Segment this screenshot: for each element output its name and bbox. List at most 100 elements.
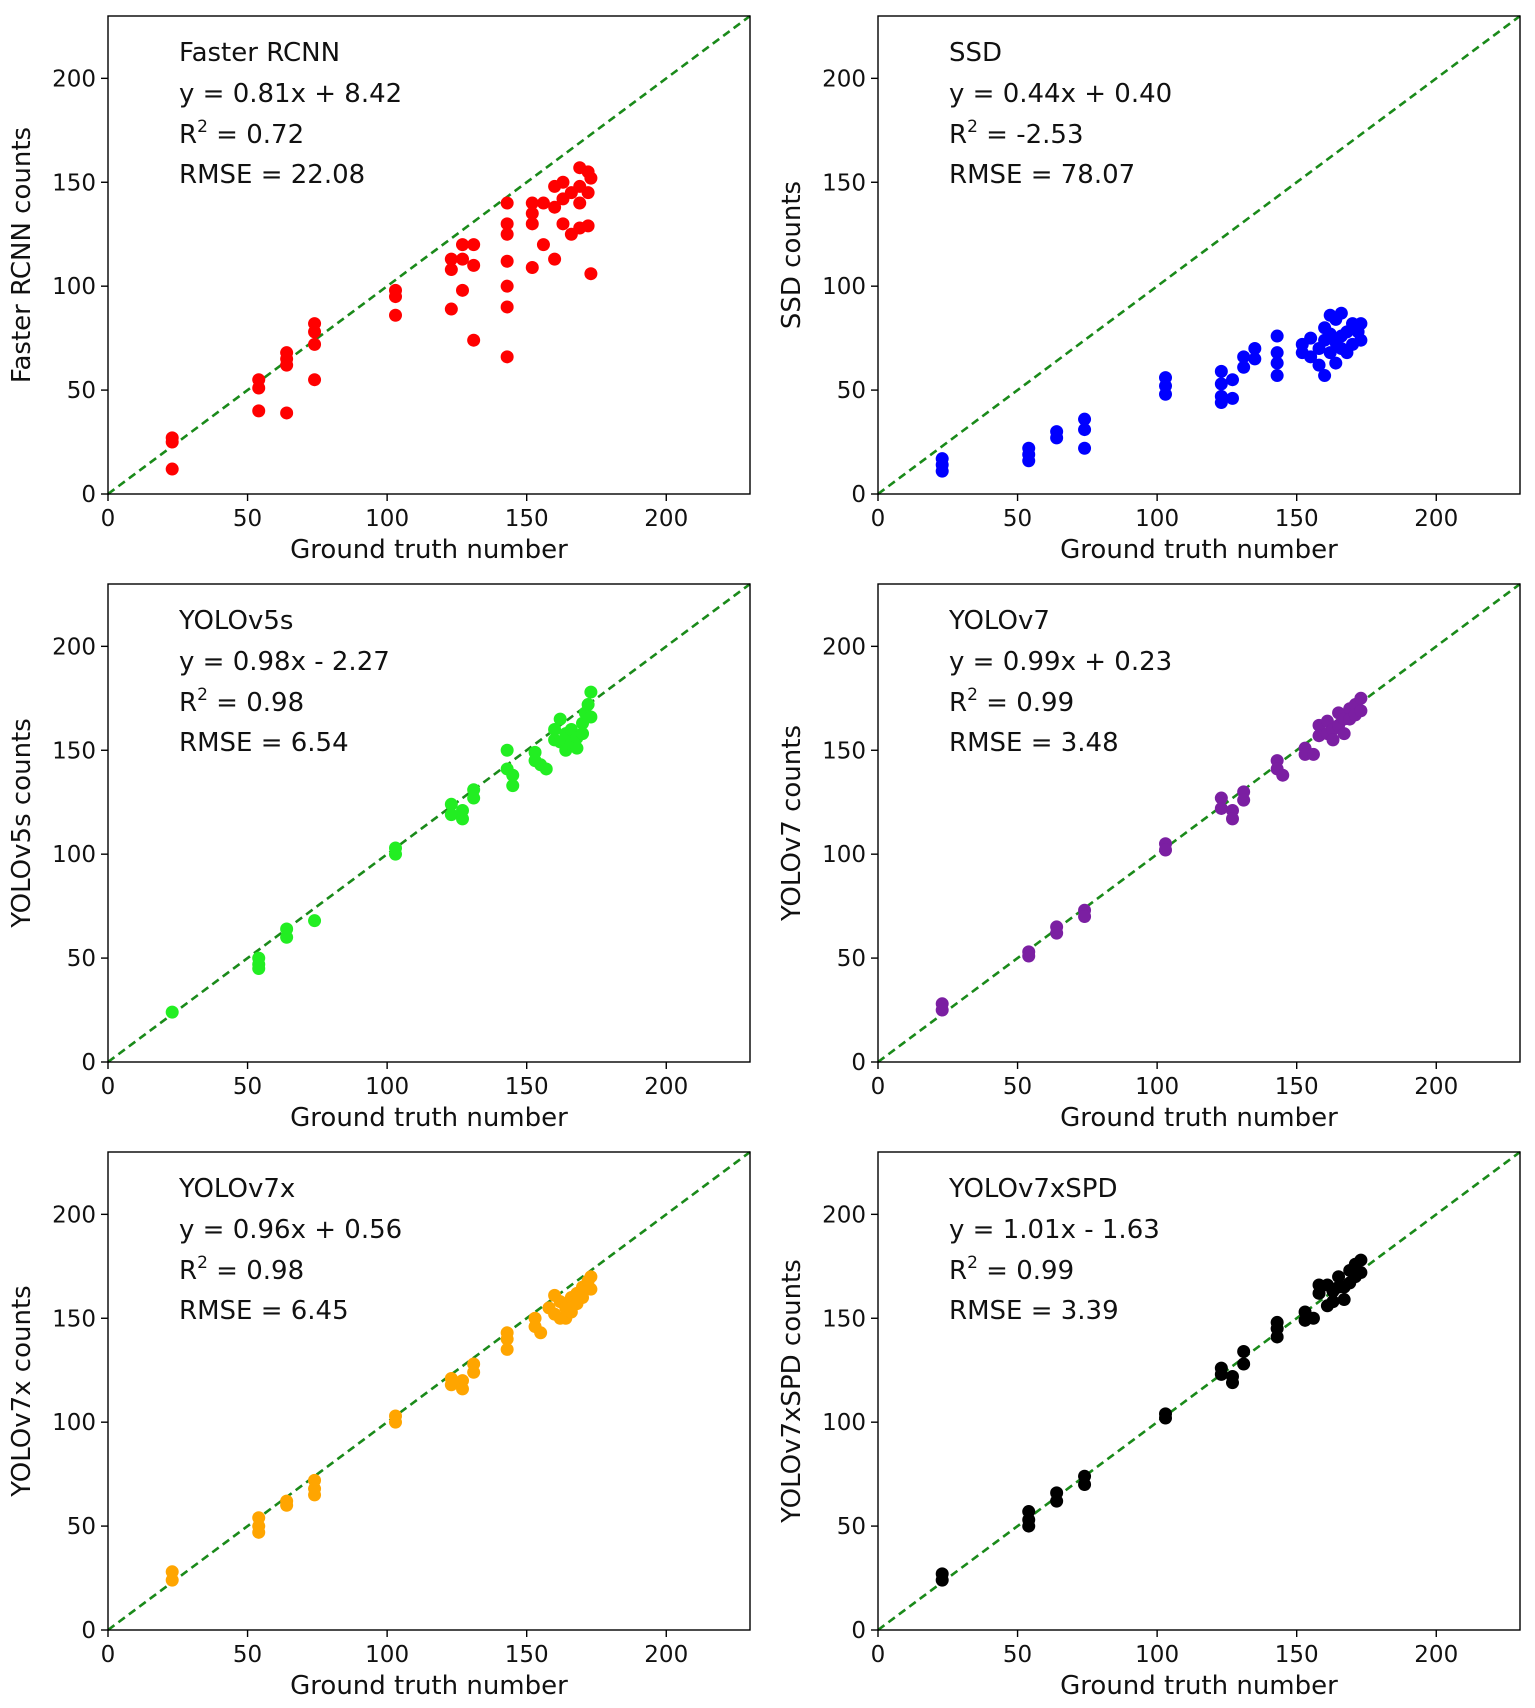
panel-2-axes-frame [877, 15, 1521, 495]
panel-1-ytick-label-4: 150 [52, 170, 96, 196]
panel-5-r2: R2 = 0.98 [179, 1253, 304, 1286]
panel-4-ytick-label-1: 0 [851, 1050, 866, 1076]
panel-2-point-20 [1225, 391, 1239, 405]
panel-1: 0 50 100 150 200 0 50 100 150 200 Ground truth num… [7, 14, 751, 565]
panel-2-point-53 [1354, 333, 1368, 347]
panel-1-ytick-label-2: 50 [67, 378, 96, 404]
panel-5-xtick-label-3: 100 [365, 1642, 409, 1668]
panel-3-point-15 [467, 791, 481, 805]
panel-3-xtick-label-4: 150 [505, 1074, 549, 1100]
panel-1-point-37 [525, 260, 539, 274]
panel-1-point-18 [444, 252, 458, 266]
panel-1-point-14 [308, 373, 322, 387]
panel-5-title: YOLOv7x [178, 1174, 295, 1204]
panel-1-point-10 [280, 406, 294, 420]
panel-3-point-1 [165, 1005, 179, 1019]
panel-2-point-52 [1354, 317, 1368, 331]
panel-5-xlabel: Ground truth number [290, 1671, 568, 1701]
panel-2-r2-superscript: 2 [967, 117, 978, 137]
panel-4-ytick-label-5: 200 [822, 634, 866, 660]
panel-5-xtick-label-4: 150 [505, 1642, 549, 1668]
panel-2-point-23 [1248, 342, 1262, 356]
panel-4-xtick-label-5: 200 [1414, 1074, 1458, 1100]
panel-4-point-8 [1078, 910, 1092, 924]
panel-5-r2-superscript: 2 [197, 1253, 208, 1273]
panel-2-ytick-label-3: 100 [822, 274, 866, 300]
panel-1-point-20 [444, 302, 458, 316]
panel-5-point-7 [280, 1498, 294, 1512]
panel-3-title: YOLOv5s [178, 606, 293, 636]
panel-4-ytick-label-2: 50 [837, 946, 866, 972]
panel-4-ylabel: YOLOv7 counts [777, 725, 807, 922]
panel-5-ytick-label-3: 100 [52, 1410, 96, 1436]
panel-3-point-19 [506, 779, 520, 793]
panel-2-rmse: RMSE = 78.07 [949, 160, 1135, 190]
panel-5-xtick-label-2: 50 [233, 1642, 262, 1668]
panel-5-point-5 [252, 1525, 266, 1539]
panel-5-point-39 [584, 1270, 598, 1284]
panel-3-point-10 [444, 797, 458, 811]
panel-2-r2-value: = -2.53 [978, 120, 1084, 150]
panel-6-point-7 [1050, 1494, 1064, 1508]
panel-2-ytick-label-4: 150 [822, 170, 866, 196]
panel-6-ylabel: YOLOv7xSPD counts [777, 1259, 807, 1524]
panel-6-r2: R2 = 0.99 [949, 1253, 1074, 1286]
panel-6-axes-frame [877, 1151, 1521, 1631]
panel-3-xtick-label-5: 200 [644, 1074, 688, 1100]
panel-4-point-32 [1337, 727, 1351, 741]
panel-4-point-6 [1050, 926, 1064, 940]
panel-4-point-12 [1214, 801, 1228, 815]
panel-3-xlabel: Ground truth number [290, 1103, 568, 1133]
panel-1-xtick-label-3: 100 [365, 506, 409, 532]
panel-2-point-28 [1270, 369, 1284, 383]
panel-2-ytick-label-2: 50 [837, 378, 866, 404]
panel-6-point-17 [1237, 1357, 1251, 1371]
panel-6-point-30 [1332, 1270, 1346, 1284]
panel-1-ytick-label-1: 0 [81, 482, 96, 508]
panel-3-point-18 [506, 768, 520, 782]
panel-6-ytick-label-1: 0 [851, 1618, 866, 1644]
panel-6-point-5 [1022, 1519, 1036, 1533]
panel-1-point-41 [548, 200, 562, 214]
panel-2-point-18 [1214, 396, 1228, 410]
panel-3-point-23 [539, 762, 553, 776]
panel-5-point-14 [444, 1378, 458, 1392]
panel-5-ytick-label-1: 0 [81, 1618, 96, 1644]
panel-4-equation: y = 0.99x + 0.23 [949, 647, 1172, 677]
panel-5: 0 50 100 150 200 0 50 100 150 200 Ground truth num… [7, 1150, 751, 1701]
panel-2-point-27 [1270, 356, 1284, 370]
panel-1-point-9 [280, 358, 294, 372]
panel-4-point-22 [1306, 747, 1320, 761]
panel-3-point-7 [308, 914, 322, 928]
panel-1-point-13 [308, 337, 322, 351]
panel-1-ytick-label-5: 200 [52, 66, 96, 92]
panel-6-r2-value: = 0.99 [978, 1256, 1074, 1286]
panel-2-point-14 [1159, 387, 1173, 401]
panel-3-point-6 [280, 930, 294, 944]
panel-2-point-8 [1050, 431, 1064, 445]
panel-4-r2-value: = 0.99 [978, 688, 1074, 718]
panel-3-point-13 [455, 812, 469, 826]
panel-2-point-25 [1270, 329, 1284, 343]
panel-6-xtick-label-5: 200 [1414, 1642, 1458, 1668]
panel-4-r2-superscript: 2 [967, 685, 978, 705]
panel-5-point-12 [389, 1415, 403, 1429]
panel-3-point-35 [576, 727, 590, 741]
panel-1-xlabel: Ground truth number [290, 535, 568, 565]
panel-2-reference-line [877, 14, 1521, 496]
panel-2-xtick-label-1: 0 [871, 506, 886, 532]
panel-1-point-29 [500, 227, 514, 241]
panel-2-point-43 [1329, 356, 1343, 370]
panel-5-r2-label: R [179, 1256, 197, 1286]
panel-2-title: SSD [949, 38, 1002, 68]
panel-1-point-54 [581, 219, 595, 233]
panel-1-point-26 [467, 333, 481, 347]
panel-6-title: YOLOv7xSPD [948, 1174, 1117, 1204]
panel-3-axes-frame [107, 583, 751, 1063]
panel-6-reference-line [877, 1150, 1521, 1632]
panel-1-point-22 [455, 252, 469, 266]
panel-4-xtick-label-3: 100 [1135, 1074, 1179, 1100]
panel-2-ytick-label-5: 200 [822, 66, 866, 92]
panel-5-ylabel: YOLOv7x counts [7, 1285, 37, 1497]
panel-3-equation: y = 0.98x - 2.27 [179, 647, 390, 677]
